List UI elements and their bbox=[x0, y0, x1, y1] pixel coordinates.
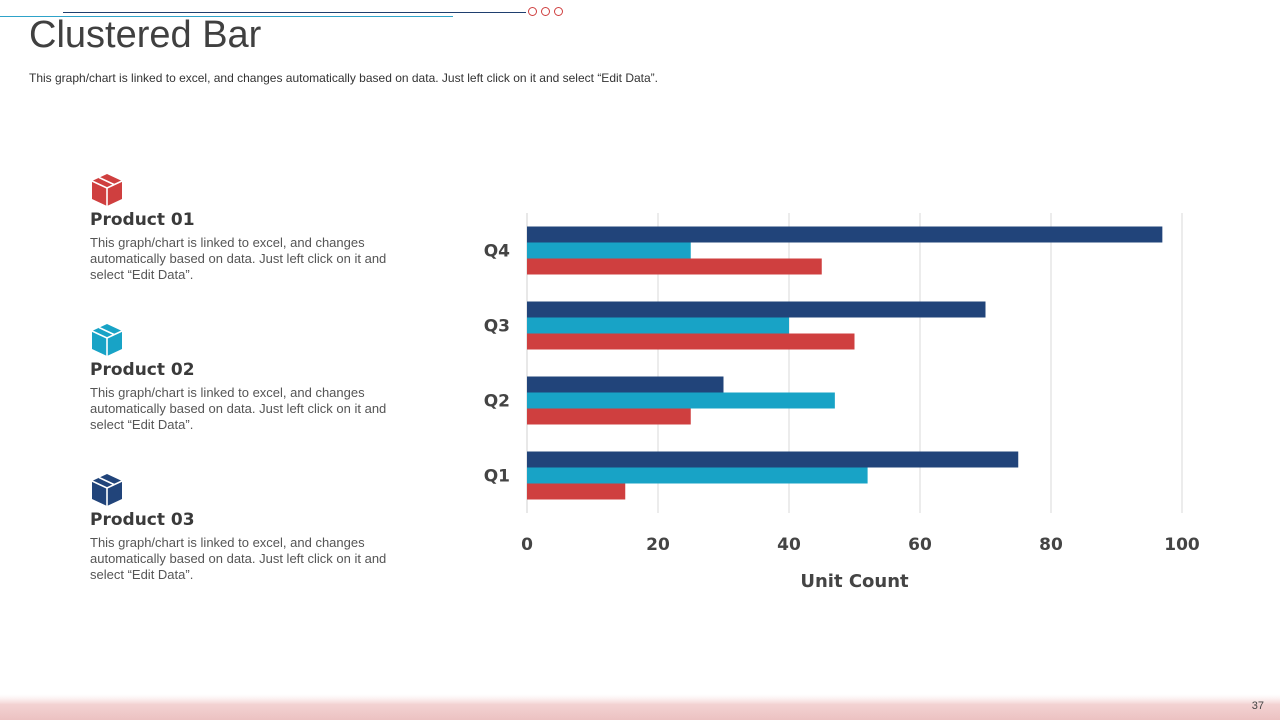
bar bbox=[527, 392, 835, 409]
x-tick-label: 100 bbox=[1164, 535, 1200, 555]
page-subtitle: This graph/chart is linked to excel, and… bbox=[29, 71, 658, 85]
bar bbox=[527, 408, 691, 425]
bar bbox=[527, 258, 822, 275]
bar bbox=[527, 333, 855, 350]
product-item-3: Product 03 This graph/chart is linked to… bbox=[90, 472, 400, 583]
header-circles bbox=[528, 7, 563, 16]
product-description: This graph/chart is linked to excel, and… bbox=[90, 235, 387, 282]
bar bbox=[527, 376, 724, 393]
product-title: Product 01 bbox=[90, 210, 195, 230]
y-tick-label: Q3 bbox=[484, 317, 510, 337]
page-number: 37 bbox=[1251, 700, 1264, 712]
decorative-floor-pattern bbox=[0, 694, 1280, 720]
bar bbox=[527, 467, 868, 484]
x-tick-label: 60 bbox=[908, 535, 932, 555]
x-tick-label: 80 bbox=[1039, 535, 1063, 555]
bar bbox=[527, 301, 986, 318]
product-description: This graph/chart is linked to excel, and… bbox=[90, 535, 387, 582]
box-icon bbox=[91, 174, 123, 206]
x-axis-title: Unit Count bbox=[800, 571, 909, 592]
bar bbox=[527, 483, 626, 500]
x-tick-label: 20 bbox=[646, 535, 670, 555]
box-icon bbox=[91, 474, 123, 506]
product-description: This graph/chart is linked to excel, and… bbox=[90, 385, 387, 432]
bar bbox=[527, 242, 691, 259]
bar bbox=[527, 226, 1163, 243]
header-line-light bbox=[0, 16, 453, 17]
product-title: Product 03 bbox=[90, 510, 195, 530]
header-line-dark bbox=[63, 12, 526, 13]
bar bbox=[527, 451, 1019, 468]
x-tick-label: 0 bbox=[521, 535, 533, 555]
y-tick-label: Q2 bbox=[484, 392, 510, 412]
x-tick-label: 40 bbox=[777, 535, 801, 555]
box-icon bbox=[91, 324, 123, 356]
product-title: Product 02 bbox=[90, 360, 195, 380]
page-title: Clustered Bar bbox=[29, 14, 262, 56]
product-item-2: Product 02 This graph/chart is linked to… bbox=[90, 322, 400, 433]
y-tick-label: Q4 bbox=[484, 242, 510, 262]
product-item-1: Product 01 This graph/chart is linked to… bbox=[90, 172, 400, 283]
y-tick-label: Q1 bbox=[484, 467, 510, 487]
bar bbox=[527, 317, 789, 334]
